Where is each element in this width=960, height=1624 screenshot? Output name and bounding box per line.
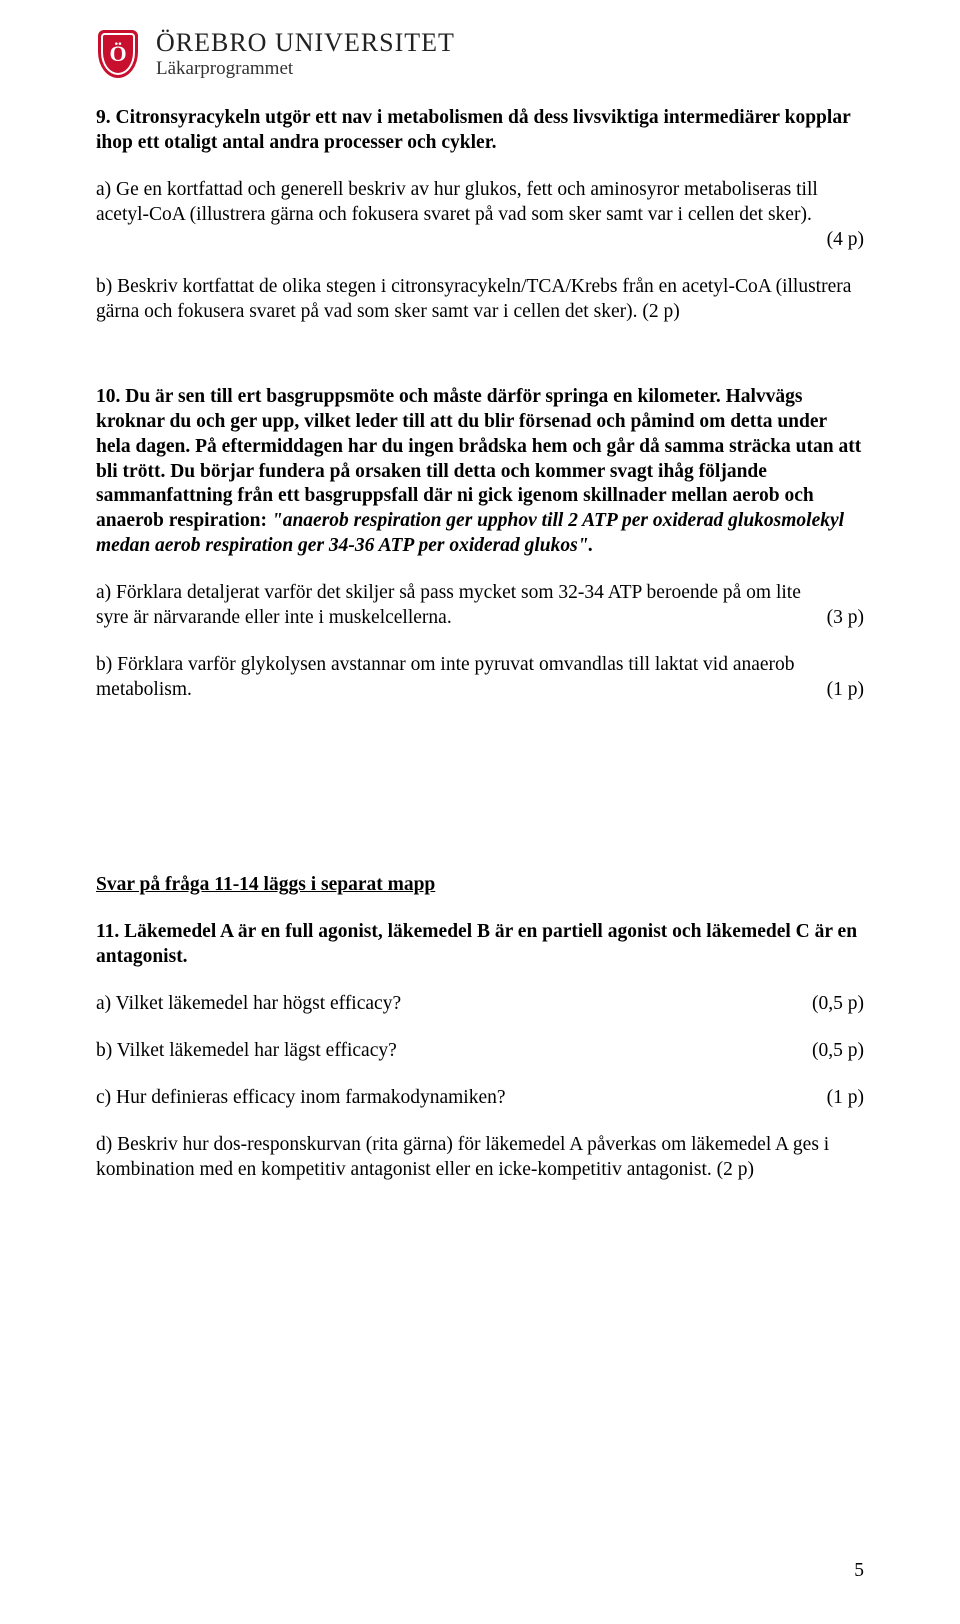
page-number: 5 — [854, 1560, 864, 1582]
q9-a: a) Ge en kortfattad och generell beskriv… — [96, 178, 864, 253]
q11-title: 11. Läkemedel A är en full agonist, läke… — [96, 920, 864, 970]
q11-c-text: c) Hur definieras efficacy inom farmakod… — [96, 1086, 827, 1111]
document-body: 9. Citronsyracykeln utgör ett nav i meta… — [0, 80, 960, 1183]
logo-shield-icon: Ö — [98, 30, 138, 78]
q11-a: a) Vilket läkemedel har högst efficacy? … — [96, 992, 864, 1017]
university-title-block: ÖREBRO UNIVERSITET Läkarprogrammet — [156, 29, 455, 78]
q10-a-points: (3 p) — [827, 606, 864, 631]
q10-b-text: b) Förklara varför glykolysen avstannar … — [96, 653, 827, 703]
q9-a-text: a) Ge en kortfattad och generell beskriv… — [96, 179, 818, 225]
q9-a-points: (4 p) — [827, 228, 864, 253]
q9-b-points: (2 p) — [642, 301, 679, 322]
q11-b-points: (0,5 p) — [812, 1039, 864, 1064]
page-header: Ö ÖREBRO UNIVERSITET Läkarprogrammet — [0, 0, 960, 80]
section-note: Svar på fråga 11-14 läggs i separat mapp — [96, 873, 864, 898]
university-name: ÖREBRO UNIVERSITET — [156, 29, 455, 56]
university-logo: Ö — [96, 28, 144, 80]
q10-a: a) Förklara detaljerat varför det skilje… — [96, 581, 864, 631]
q11-c: c) Hur definieras efficacy inom farmakod… — [96, 1086, 864, 1111]
q9-b: b) Beskriv kortfattat de olika stegen i … — [96, 275, 864, 325]
q11-a-points: (0,5 p) — [812, 992, 864, 1017]
q11-d: d) Beskriv hur dos-responskurvan (rita g… — [96, 1133, 864, 1183]
q11-d-points: (2 p) — [717, 1159, 754, 1180]
q11-b: b) Vilket läkemedel har lägst efficacy? … — [96, 1039, 864, 1064]
q10-b: b) Förklara varför glykolysen avstannar … — [96, 653, 864, 703]
q10-title: 10. Du är sen till ert basgruppsmöte och… — [96, 385, 864, 560]
q9-b-text: b) Beskriv kortfattat de olika stegen i … — [96, 276, 851, 322]
logo-letter: Ö — [109, 43, 126, 65]
q10-b-points: (1 p) — [827, 678, 864, 703]
q11-a-text: a) Vilket läkemedel har högst efficacy? — [96, 992, 812, 1017]
q9-a-points-row: (4 p) — [96, 228, 864, 253]
q10-a-text: a) Förklara detaljerat varför det skilje… — [96, 581, 827, 631]
q11-c-points: (1 p) — [827, 1086, 864, 1111]
q9-title: 9. Citronsyracykeln utgör ett nav i meta… — [96, 106, 864, 156]
q11-b-text: b) Vilket läkemedel har lägst efficacy? — [96, 1039, 812, 1064]
program-name: Läkarprogrammet — [156, 59, 455, 79]
